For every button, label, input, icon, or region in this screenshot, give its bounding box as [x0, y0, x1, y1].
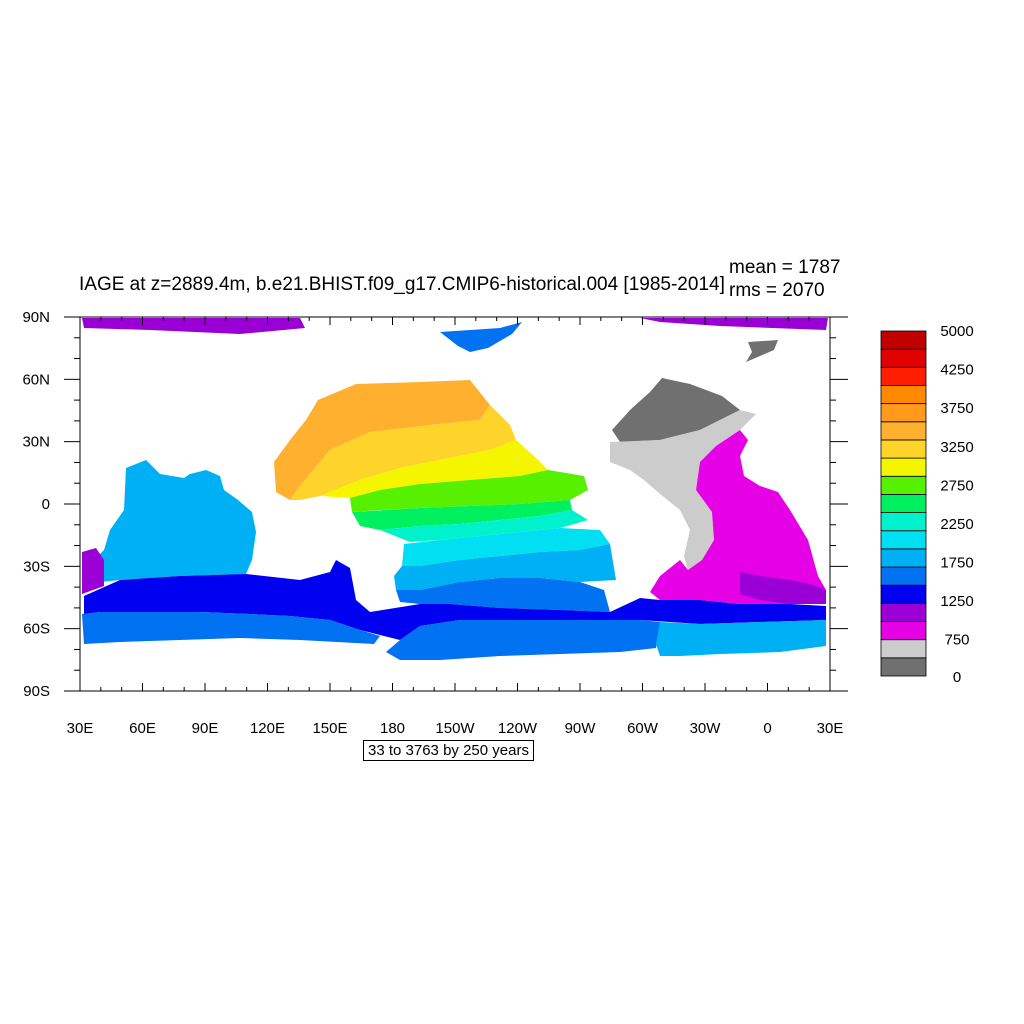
- lon-tick-label: 90W: [565, 720, 597, 737]
- colorbar-label: 2750: [940, 477, 973, 494]
- colorbar-swatch: [880, 657, 927, 677]
- mean-stat: mean = 1787: [729, 257, 841, 278]
- lon-tick-label: 60W: [627, 720, 659, 737]
- southern-ocean-deepblue: [84, 560, 826, 640]
- colorbar-swatch: [880, 403, 927, 423]
- lon-tick-label: 30W: [690, 720, 722, 737]
- pacific-orange: [274, 380, 490, 500]
- colorbar: 5000 4250 3750 3250 2750 2250 1750 1250 750 0: [880, 323, 974, 686]
- arctic-blue-patch: [440, 322, 522, 352]
- lon-tick-label: 150E: [312, 720, 347, 737]
- lat-tick-label: 0: [42, 496, 50, 513]
- atlantic-lightgray: [610, 410, 756, 570]
- colorbar-swatch: [880, 330, 927, 350]
- colorbar-swatch: [880, 494, 927, 513]
- lat-tick-label: 30S: [23, 558, 50, 575]
- colorbar-label: 0: [953, 669, 961, 686]
- colorbar-swatch: [880, 621, 927, 641]
- colorbar-label: 750: [944, 632, 969, 649]
- colorbar-swatch: [880, 348, 927, 368]
- lon-tick-label: 90E: [192, 720, 219, 737]
- contour-info-label: 33 to 3763 by 250 years: [363, 740, 534, 761]
- lat-tick-label: 60S: [23, 621, 50, 638]
- indian-ocean-purple: [82, 548, 104, 594]
- colorbar-swatch: [880, 366, 927, 386]
- colorbar-swatch: [880, 512, 927, 532]
- lon-tick-label: 120W: [498, 720, 538, 737]
- atlantic-magenta: [650, 430, 826, 604]
- colorbar-swatch: [880, 439, 927, 459]
- ocean-field: [82, 318, 828, 660]
- pacific-lightorange: [290, 405, 516, 500]
- southern-ocean-lightblue: [656, 620, 826, 656]
- arctic-gray-islands: [746, 340, 778, 362]
- colorbar-swatch: [880, 421, 927, 441]
- pacific-teal: [380, 510, 588, 542]
- pacific-lightblue: [394, 544, 616, 590]
- map-title: IAGE at z=2889.4m, b.e21.BHIST.f09_g17.C…: [79, 274, 725, 295]
- pacific-blue: [396, 578, 610, 612]
- lat-tick-label: 90S: [23, 683, 50, 700]
- lon-tick-label: 60E: [129, 720, 156, 737]
- colorbar-swatch: [880, 602, 927, 622]
- lon-tick-label: 0: [763, 720, 771, 737]
- colorbar-label: 2250: [940, 516, 973, 533]
- arctic-ocean-east: [640, 318, 828, 330]
- colorbar-swatch: [880, 475, 927, 495]
- lon-tick-label: 30E: [817, 720, 844, 737]
- pacific-brightgreen: [352, 500, 572, 530]
- southern-ocean-blue-south: [386, 620, 660, 660]
- colorbar-swatch: [880, 548, 927, 568]
- lat-tick-label: 60N: [22, 371, 50, 388]
- colorbar-label: 1250: [940, 593, 973, 610]
- colorbar-swatch: [880, 530, 927, 550]
- lat-tick-label: 30N: [22, 434, 50, 451]
- indian-ocean: [82, 460, 256, 584]
- colorbar-swatch: [880, 566, 927, 586]
- lon-tick-label: 30E: [67, 720, 94, 737]
- pacific-green: [350, 470, 588, 512]
- arctic-ocean: [82, 318, 305, 334]
- lat-axis: 90N 60N 30N 0 30S 60S 90S: [22, 309, 848, 700]
- lon-tick-label: 150W: [435, 720, 475, 737]
- lon-axis: 30E 60E 90E 120E 150E 180 150W 120W 90W 60W 30W 0 30…: [67, 317, 844, 737]
- colorbar-swatch: [880, 457, 927, 477]
- pacific-cyan: [402, 528, 610, 566]
- lat-tick-label: 90N: [22, 309, 50, 326]
- rms-stat: rms = 2070: [729, 280, 825, 301]
- colorbar-label: 3750: [940, 400, 973, 417]
- colorbar-label: 3250: [940, 439, 973, 456]
- colorbar-swatch: [880, 385, 927, 405]
- lon-tick-label: 120E: [250, 720, 285, 737]
- atlantic-purple: [740, 572, 826, 604]
- pacific-yellow: [320, 440, 548, 498]
- colorbar-label: 1750: [940, 555, 973, 572]
- colorbar-label: 5000: [940, 323, 973, 340]
- southern-ocean-blue: [82, 612, 380, 644]
- colorbar-swatch: [880, 584, 927, 604]
- colorbar-swatch: [880, 639, 927, 659]
- colorbar-label: 4250: [940, 362, 973, 379]
- lon-tick-label: 180: [380, 720, 405, 737]
